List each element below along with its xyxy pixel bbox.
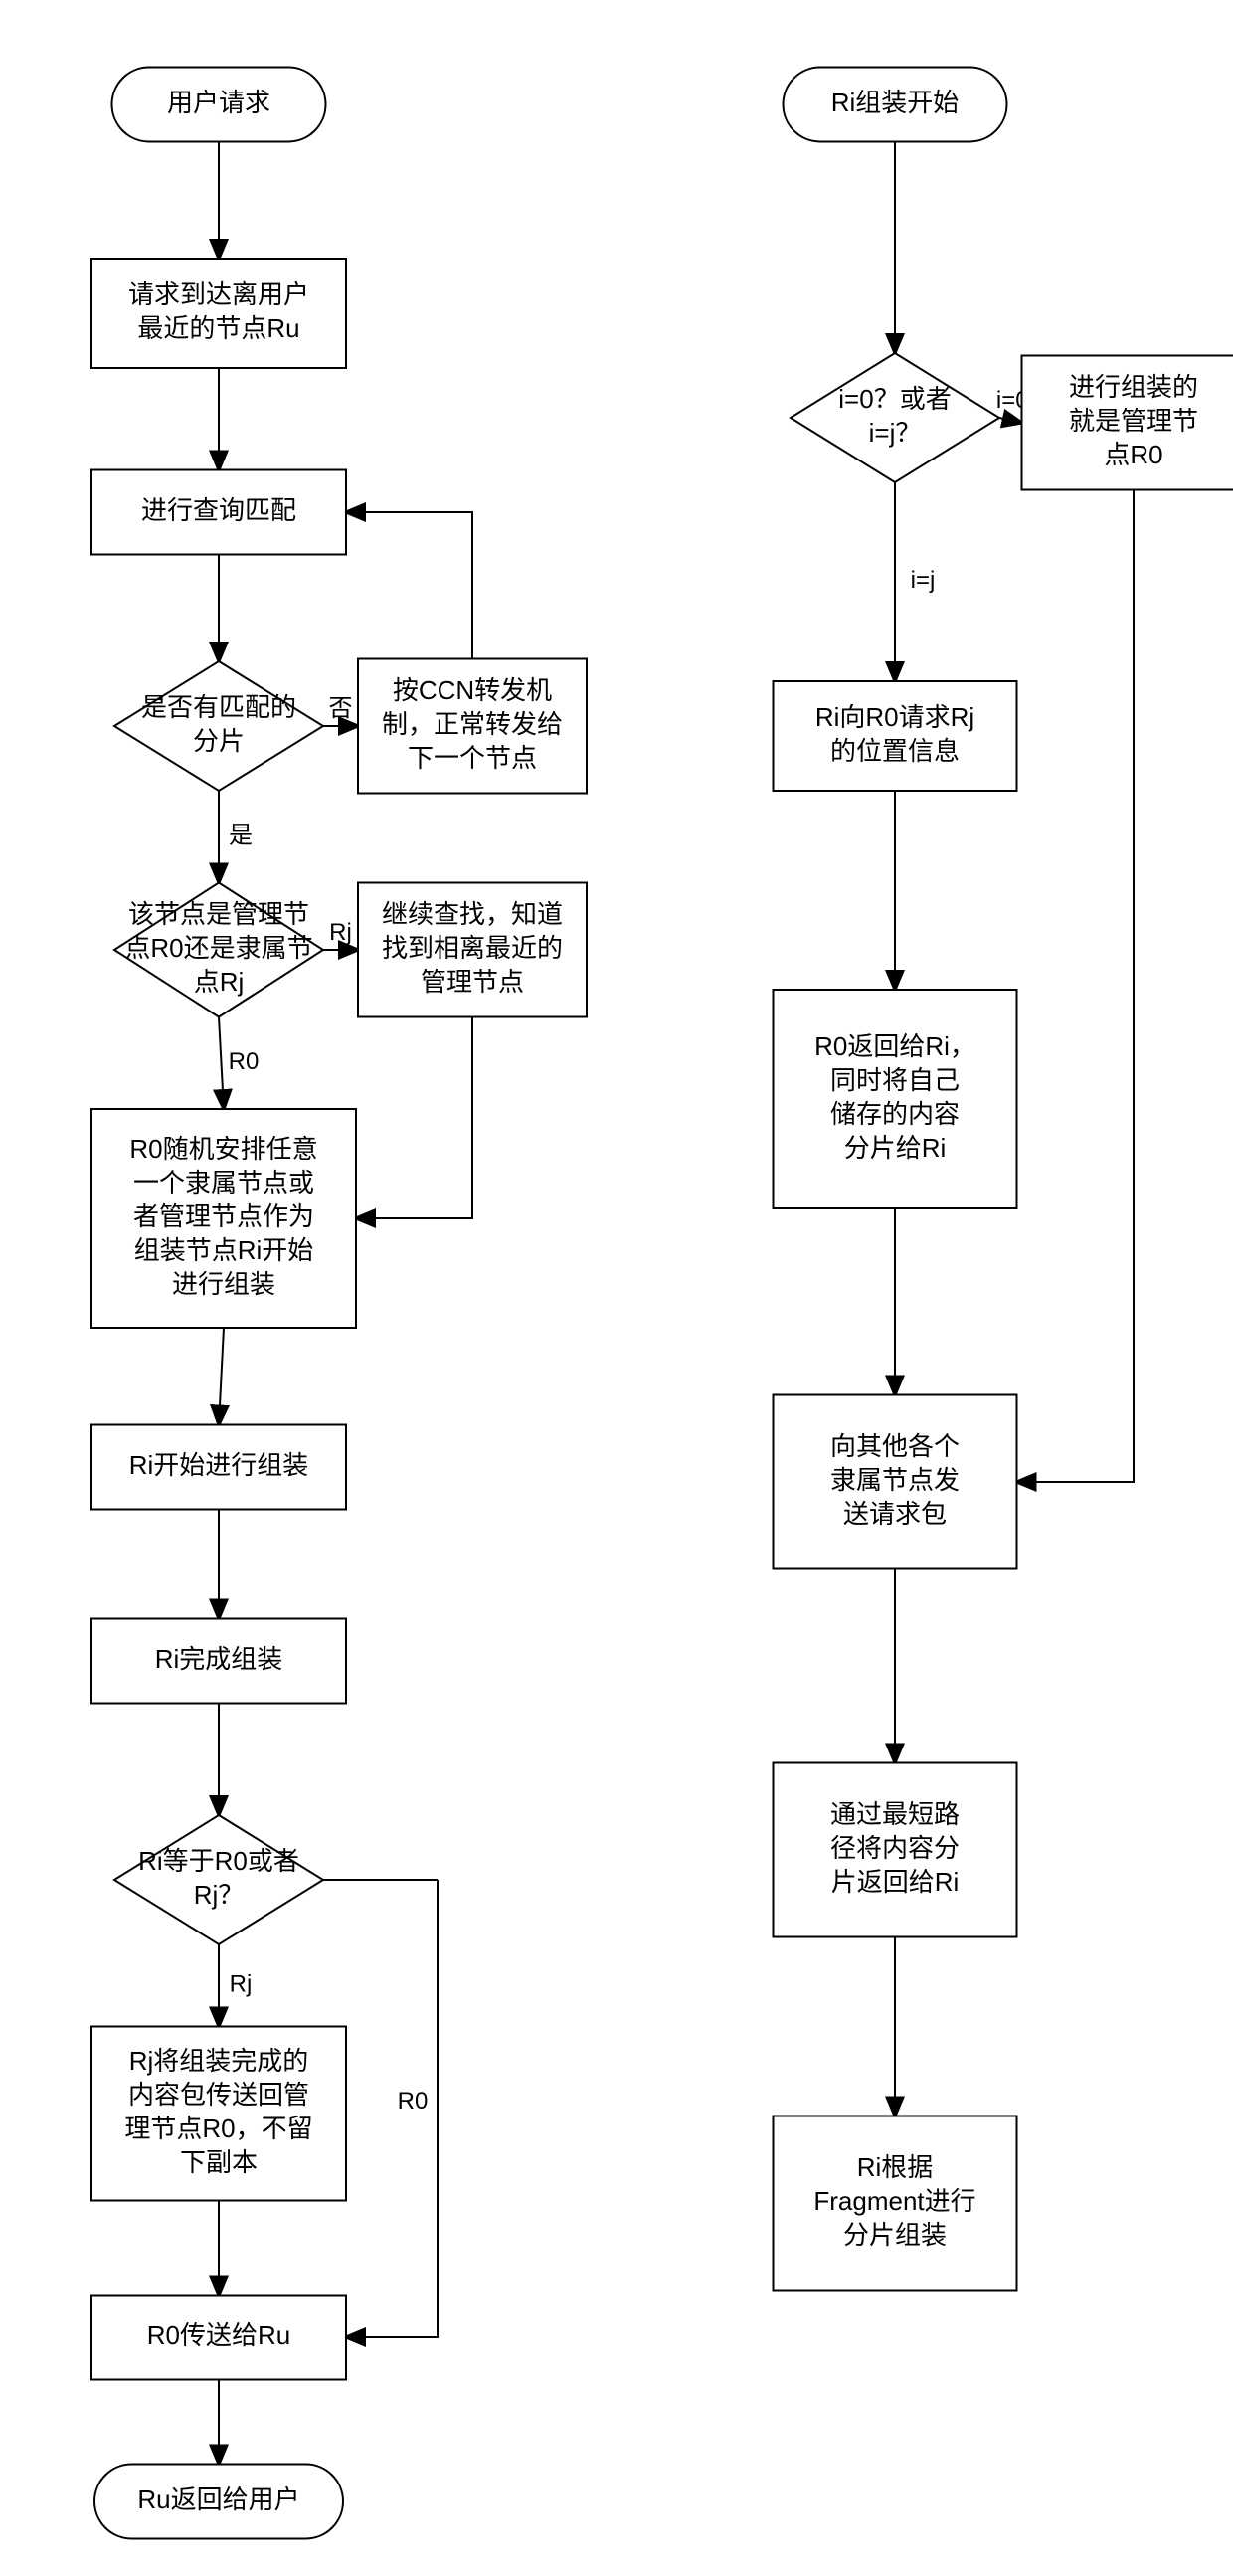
svg-text:是: 是 xyxy=(229,822,253,848)
svg-text:进行组装的: 进行组装的 xyxy=(1069,372,1198,402)
svg-text:内容包传送回管: 内容包传送回管 xyxy=(128,2080,309,2110)
svg-text:储存的内容: 储存的内容 xyxy=(830,1099,960,1129)
svg-text:继续查找，知道: 继续查找，知道 xyxy=(382,899,563,929)
svg-text:最近的节点Ru: 最近的节点Ru xyxy=(137,313,299,343)
svg-text:向其他各个: 向其他各个 xyxy=(830,1431,960,1461)
svg-text:Rj: Rj xyxy=(329,919,352,946)
svg-text:Rj？: Rj？ xyxy=(194,1880,245,1910)
nodes-layer: 用户请求请求到达离用户最近的节点Ru 进行查询匹配是否有匹配的分片 按CCN转发机制… xyxy=(91,68,1233,2539)
svg-text:Ri组装开始: Ri组装开始 xyxy=(831,88,960,117)
svg-text:片返回给Ri: 片返回给Ri xyxy=(831,1867,960,1897)
svg-text:请求到达离用户: 请求到达离用户 xyxy=(128,279,309,309)
svg-text:i=j: i=j xyxy=(911,567,936,594)
svg-text:Ru返回给用户: Ru返回给用户 xyxy=(137,2484,299,2514)
svg-text:径将内容分: 径将内容分 xyxy=(830,1833,960,1863)
svg-text:分片组装: 分片组装 xyxy=(843,2220,947,2250)
svg-text:组装节点Ri开始: 组装节点Ri开始 xyxy=(134,1235,314,1265)
svg-text:理节点R0，不留: 理节点R0，不留 xyxy=(124,2114,312,2143)
svg-text:点R0还是隶属节: 点R0还是隶属节 xyxy=(124,933,312,963)
svg-text:Fragment进行: Fragment进行 xyxy=(813,2186,975,2216)
svg-text:点R0: 点R0 xyxy=(1104,440,1162,469)
svg-text:Rj: Rj xyxy=(230,1970,253,1997)
svg-text:用户请求: 用户请求 xyxy=(167,88,270,117)
svg-text:分片给Ri: 分片给Ri xyxy=(844,1133,947,1163)
svg-text:Ri完成组装: Ri完成组装 xyxy=(155,1644,283,1674)
svg-text:的位置信息: 的位置信息 xyxy=(830,736,960,766)
svg-text:进行组装: 进行组装 xyxy=(172,1269,275,1299)
svg-text:按CCN转发机: 按CCN转发机 xyxy=(393,675,552,705)
svg-text:Ri向R0请求Rj: Ri向R0请求Rj xyxy=(815,702,974,732)
svg-text:送请求包: 送请求包 xyxy=(843,1499,947,1529)
svg-text:Ri开始进行组装: Ri开始进行组装 xyxy=(129,1450,309,1480)
svg-text:下一个节点: 下一个节点 xyxy=(408,743,537,773)
svg-text:同时将自己: 同时将自己 xyxy=(830,1065,960,1095)
svg-text:i=0？或者: i=0？或者 xyxy=(838,384,951,414)
svg-text:R0传送给Ru: R0传送给Ru xyxy=(147,2320,290,2350)
svg-text:该节点是管理节: 该节点是管理节 xyxy=(128,899,309,929)
svg-text:找到相离最近的: 找到相离最近的 xyxy=(382,933,563,963)
svg-text:Ri根据: Ri根据 xyxy=(857,2152,934,2182)
svg-text:Rj将组装完成的: Rj将组装完成的 xyxy=(129,2046,309,2076)
svg-text:管理节点: 管理节点 xyxy=(421,967,524,997)
svg-text:R0: R0 xyxy=(229,1048,260,1075)
svg-text:Ri等于R0或者: Ri等于R0或者 xyxy=(138,1846,299,1876)
svg-text:制，正常转发给: 制，正常转发给 xyxy=(382,709,563,739)
svg-text:一个隶属节点或: 一个隶属节点或 xyxy=(133,1168,314,1197)
svg-text:者管理节点作为: 者管理节点作为 xyxy=(133,1201,314,1231)
flowchart-canvas: 否是RjR0RjR0i=0i=j 用户请求请求到达离用户最近的节点Ru进行查询匹… xyxy=(20,20,1233,2556)
svg-text:隶属节点发: 隶属节点发 xyxy=(830,1465,960,1495)
svg-text:是否有匹配的: 是否有匹配的 xyxy=(141,692,296,722)
svg-text:R0返回给Ri，: R0返回给Ri， xyxy=(814,1031,975,1061)
svg-text:下副本: 下副本 xyxy=(180,2147,258,2177)
svg-text:点Rj: 点Rj xyxy=(194,967,245,997)
svg-text:通过最短路: 通过最短路 xyxy=(830,1799,960,1829)
svg-text:R0随机安排任意: R0随机安排任意 xyxy=(129,1134,317,1164)
svg-text:R0: R0 xyxy=(398,2088,429,2115)
svg-text:就是管理节: 就是管理节 xyxy=(1069,406,1198,436)
svg-text:否: 否 xyxy=(329,695,353,722)
svg-text:i=j？: i=j？ xyxy=(869,418,922,448)
svg-text:分片: 分片 xyxy=(193,726,245,756)
svg-text:进行查询匹配: 进行查询匹配 xyxy=(141,495,296,525)
